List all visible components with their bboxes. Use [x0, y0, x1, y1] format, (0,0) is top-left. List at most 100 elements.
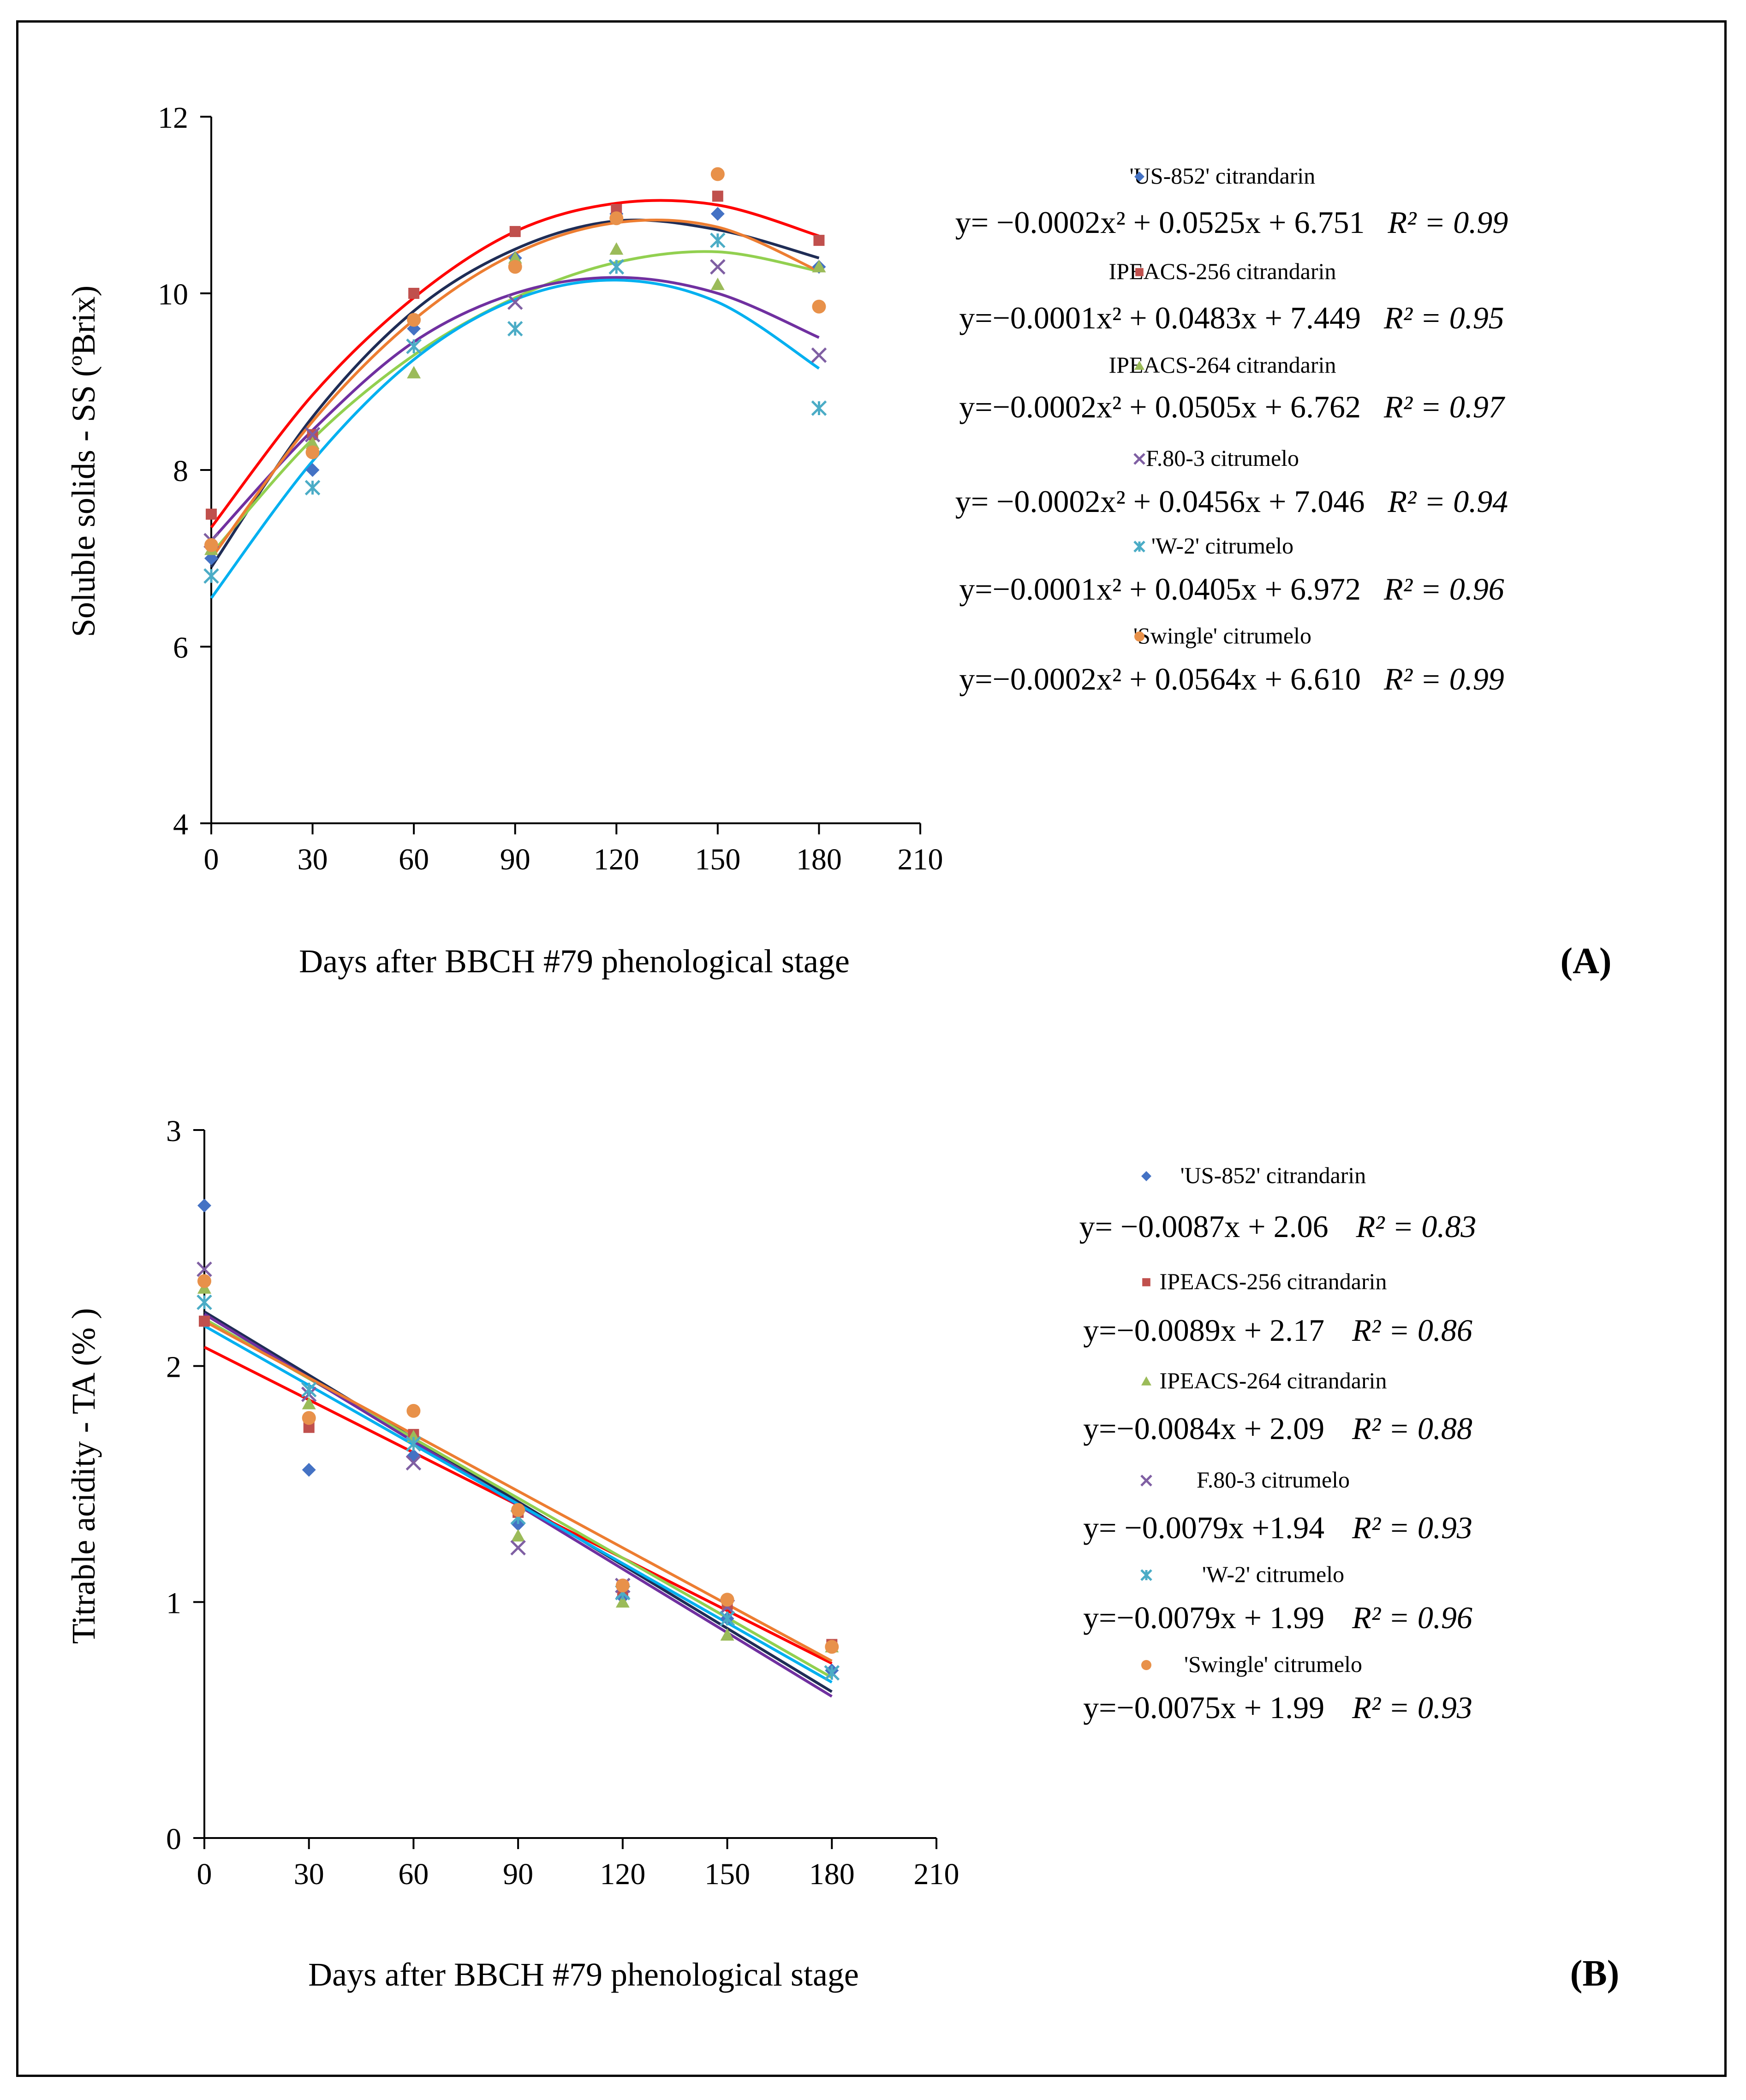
panel-b-point-s5-1 [302, 1411, 316, 1425]
panel-a-point-s5-3 [508, 260, 522, 274]
legend-a-name-4: 'W-2' citrumelo [1151, 533, 1293, 559]
legend-a-marker-5 [1134, 631, 1144, 642]
panel-b-label: (B) [1570, 1953, 1620, 1994]
panel-b-point-s4-2 [405, 1436, 422, 1452]
panel-b-legend: 'US-852' citrandarin y= −0.0087x + 2.06 R… [1079, 1162, 1477, 1725]
panel-a-point-s5-2 [407, 313, 421, 327]
legend-b-name-3: F.80-3 citrumelo [1197, 1467, 1350, 1493]
panel-a-y-tick-label: 8 [173, 454, 188, 488]
legend-a-eq-1: y=−0.0001x² + 0.0483x + 7.449 R² = 0.95 [959, 300, 1504, 335]
panel-a-x-tick-label: 90 [500, 843, 530, 876]
legend-a-eq-5: y=−0.0002x² + 0.0564x + 6.610 R² = 0.99 [959, 661, 1504, 696]
panel-a-point-s2-1 [305, 436, 320, 449]
panel-a-y-tick-label: 6 [173, 631, 188, 665]
legend-a-eq-3: y= −0.0002x² + 0.0456x + 7.046 R² = 0.94 [955, 484, 1508, 519]
panel-a-x-tick-label: 60 [399, 843, 429, 876]
panel-a-xlabel: Days after BBCH #79 phenological stage [299, 943, 850, 980]
panel-a-point-s0-5 [710, 207, 725, 221]
panel-a-x-tick-label: 210 [898, 843, 943, 876]
legend-b-marker-3 [1140, 1475, 1152, 1487]
panel-b-x-tick-label: 150 [704, 1857, 750, 1891]
panel-b-point-s2-5 [720, 1628, 734, 1641]
panel-b-point-s2-1 [302, 1397, 316, 1410]
legend-b-name-2: IPEACS-264 citrandarin [1160, 1368, 1387, 1393]
panel-b-y-tick-label: 3 [166, 1114, 181, 1148]
legend-b-name-4: 'W-2' citrumelo [1202, 1561, 1344, 1587]
panel-b-point-s5-6 [825, 1640, 839, 1654]
panel-a-fit-line-5 [210, 218, 820, 559]
panel-a-point-s4-1 [304, 480, 321, 496]
panel-a-point-s4-6 [811, 400, 827, 416]
panel-b-x-tick-label: 90 [503, 1857, 533, 1891]
legend-a-marker-1 [1135, 268, 1144, 276]
panel-b-point-s0-1 [302, 1463, 316, 1477]
panel-a-point-s4-0 [203, 568, 219, 584]
legend-b-marker-1 [1142, 1278, 1150, 1286]
legend-b-eq-4: y=−0.0079x + 1.99 R² = 0.96 [1083, 1600, 1472, 1635]
panel-a-label: (A) [1560, 941, 1611, 982]
panel-a-x-tick-label: 30 [298, 843, 328, 876]
panel-b-x-tick-label: 60 [398, 1857, 429, 1891]
legend-a-name-1: IPEACS-256 citrandarin [1109, 258, 1336, 284]
legend-a-eq-0: y= −0.0002x² + 0.0525x + 6.751 R² = 0.99 [955, 205, 1508, 240]
panel-b-point-s1-0 [199, 1315, 210, 1327]
legend-a-name-5: 'Swingle' citrumelo [1133, 623, 1311, 648]
panel-a-point-s2-2 [407, 366, 421, 379]
panel-b-point-s2-3 [511, 1529, 525, 1542]
panel-a-point-s4-3 [507, 321, 523, 337]
legend-a-eq-4: y=−0.0001x² + 0.0405x + 6.972 R² = 0.96 [959, 571, 1504, 607]
panel-b-fit-line-0 [203, 1310, 833, 1693]
panel-a-point-s3-1 [304, 427, 321, 443]
legend-b-marker-2 [1141, 1376, 1151, 1386]
legend-b-marker-4 [1140, 1569, 1152, 1581]
panel-b-point-s5-0 [197, 1274, 211, 1288]
panel-a-point-s1-5 [712, 190, 723, 202]
panel-a-point-s5-1 [305, 445, 320, 459]
panel-b-point-s4-1 [301, 1382, 317, 1398]
legend-a-marker-3 [1133, 453, 1145, 465]
panel-b-y-tick-label: 0 [166, 1822, 181, 1856]
panel-b-point-s4-5 [719, 1611, 735, 1626]
panel-b-y-tick-label: 2 [166, 1350, 181, 1384]
panel-a-point-s4-4 [608, 259, 625, 275]
panel-a-y-tick-label: 12 [158, 101, 188, 135]
legend-a-marker-4 [1133, 541, 1145, 553]
legend-a-marker-0 [1134, 172, 1144, 182]
panel-b-plot: 0 30 60 90 120 150 180 210 0 1 2 3 [166, 1114, 959, 1891]
panel-a-ylabel: Soluble solids - SS (ºBrix) [65, 286, 102, 637]
legend-b-name-5: 'Swingle' citrumelo [1184, 1651, 1362, 1677]
panel-b-point-s5-2 [406, 1404, 421, 1418]
panel-a-x-tick-label: 180 [796, 843, 842, 876]
panel-a-point-s3-6 [811, 347, 827, 363]
panel-a-point-s5-5 [710, 167, 725, 181]
panel-a-point-s2-5 [710, 277, 725, 290]
legend-b-name-0: 'US-852' citrandarin [1180, 1162, 1366, 1188]
legend-b-eq-2: y=−0.0084x + 2.09 R² = 0.88 [1083, 1411, 1472, 1446]
panel-b-x-tick-label: 30 [294, 1857, 324, 1891]
panel-a-point-s3-5 [710, 259, 726, 275]
panel-b-fit-line-5 [203, 1320, 833, 1662]
panel-a-point-s1-0 [206, 508, 217, 520]
legend-a-marker-2 [1134, 361, 1144, 370]
panel-b-point-s5-5 [720, 1593, 734, 1607]
panel-b-point-s3-3 [510, 1540, 526, 1556]
panel-b-point-s4-6 [824, 1665, 840, 1681]
panel-b-point-s2-4 [615, 1595, 630, 1608]
panel-a-fit-line-0 [210, 218, 820, 568]
panel-b-xlabel: Days after BBCH #79 phenological stage [308, 1956, 859, 1993]
panel-a-point-s4-5 [710, 232, 726, 248]
panel-a-point-s5-0 [204, 538, 218, 552]
panel-a-point-s2-4 [609, 242, 624, 255]
panel-b-point-s0-0 [197, 1198, 211, 1213]
panel-a-point-s2-3 [508, 251, 522, 264]
legend-a-name-3: F.80-3 citrumelo [1146, 445, 1299, 471]
panel-b-x-tick-label: 0 [197, 1857, 212, 1891]
panel-a-x-tick-label: 0 [204, 843, 219, 876]
legend-b-marker-5 [1141, 1660, 1151, 1670]
panel-a-fit-line-3 [210, 276, 820, 542]
panel-b-point-s4-0 [197, 1294, 212, 1310]
legend-b-eq-3: y= −0.0079x +1.94 R² = 0.93 [1083, 1510, 1472, 1545]
legend-b-eq-5: y=−0.0075x + 1.99 R² = 0.93 [1083, 1690, 1472, 1725]
legend-b-eq-1: y=−0.0089x + 2.17 R² = 0.86 [1083, 1313, 1472, 1348]
